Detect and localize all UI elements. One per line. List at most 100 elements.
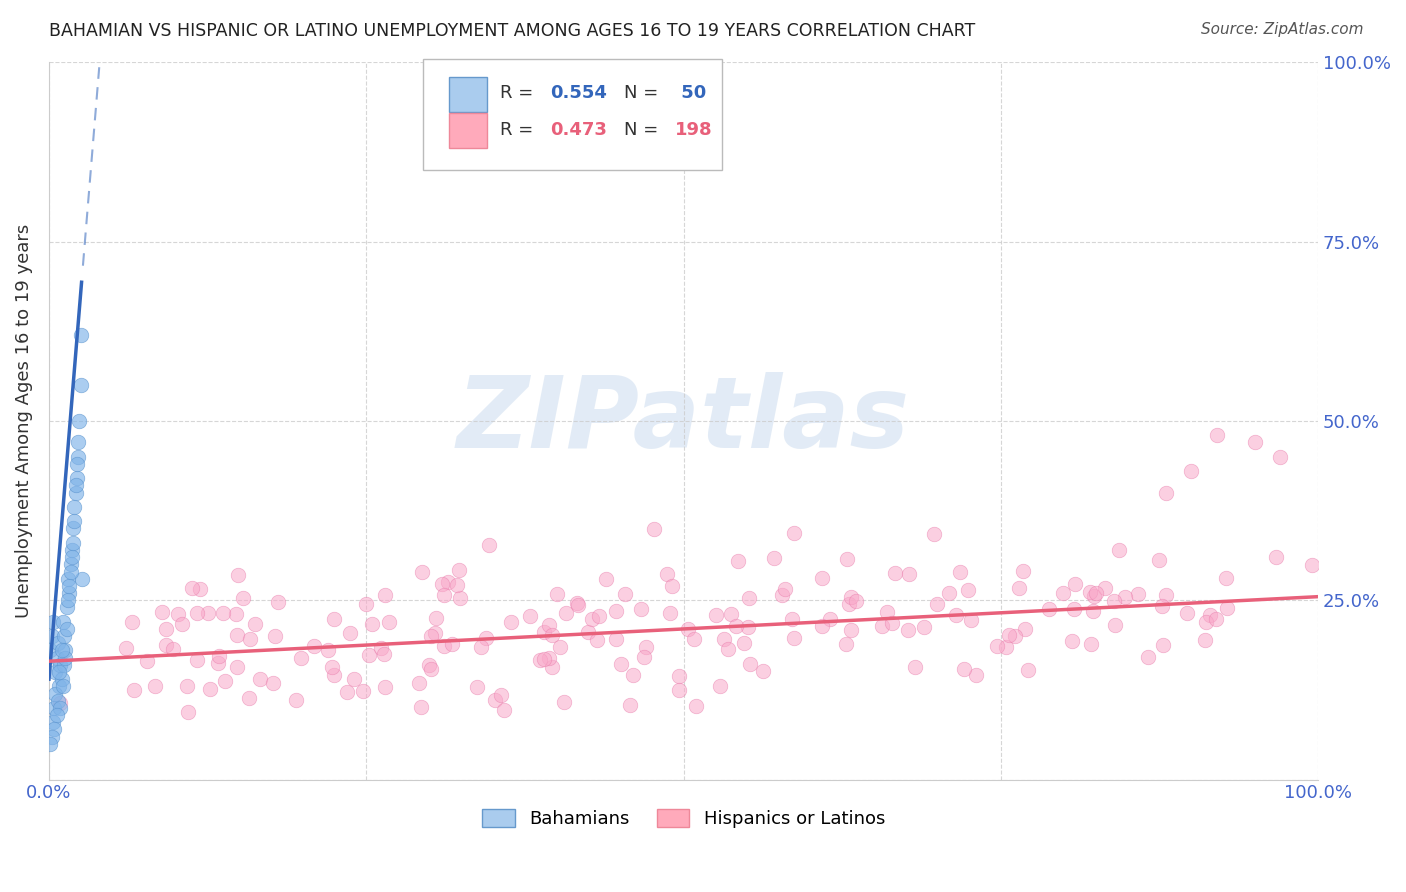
- FancyBboxPatch shape: [449, 78, 486, 112]
- Point: [115, 641, 138, 656]
- Point: [55, 622, 77, 636]
- Point: [738, 591, 761, 605]
- Point: [45, 708, 67, 723]
- Point: [58, 586, 80, 600]
- Point: [499, 615, 522, 630]
- Point: [1215, 571, 1237, 585]
- Point: [354, 597, 377, 611]
- Point: [1153, 638, 1175, 652]
- Point: [239, 632, 262, 647]
- Point: [621, 667, 644, 681]
- Point: [177, 705, 200, 719]
- Point: [845, 594, 868, 608]
- Point: [870, 619, 893, 633]
- Point: [214, 674, 236, 689]
- Point: [65, 485, 87, 500]
- Point: [533, 625, 555, 640]
- Point: [373, 647, 395, 661]
- Point: [1301, 558, 1323, 573]
- Point: [440, 637, 463, 651]
- Point: [811, 571, 834, 585]
- Point: [770, 588, 793, 602]
- Point: [374, 588, 396, 602]
- Point: [41, 730, 63, 744]
- Point: [249, 672, 271, 686]
- Point: [1154, 588, 1177, 602]
- Point: [491, 689, 513, 703]
- Point: [150, 605, 173, 619]
- Point: [470, 640, 492, 654]
- Point: [541, 628, 564, 642]
- Point: [1063, 577, 1085, 591]
- Point: [316, 643, 339, 657]
- Point: [59, 558, 82, 572]
- Point: [357, 648, 380, 662]
- Point: [321, 660, 343, 674]
- Point: [420, 662, 443, 676]
- Point: [588, 609, 610, 624]
- Point: [630, 602, 652, 616]
- Point: [995, 640, 1018, 655]
- Point: [957, 583, 980, 598]
- Point: [1063, 601, 1085, 615]
- Point: [586, 632, 609, 647]
- Point: [425, 611, 447, 625]
- Point: [1243, 435, 1265, 450]
- Point: [69, 327, 91, 342]
- Point: [226, 568, 249, 582]
- Point: [533, 651, 555, 665]
- Point: [898, 566, 921, 581]
- Point: [62, 521, 84, 535]
- Point: [1154, 485, 1177, 500]
- Point: [643, 522, 665, 536]
- Legend: Bahamians, Hispanics or Latinos: Bahamians, Hispanics or Latinos: [475, 801, 893, 835]
- Point: [48, 665, 70, 679]
- Point: [1198, 607, 1220, 622]
- Point: [42, 715, 65, 730]
- Point: [1268, 450, 1291, 464]
- Point: [162, 641, 184, 656]
- Point: [938, 586, 960, 600]
- Point: [226, 660, 249, 674]
- Point: [67, 414, 90, 428]
- Point: [668, 683, 690, 698]
- Point: [67, 450, 90, 464]
- Point: [207, 657, 229, 671]
- Point: [727, 554, 749, 568]
- Point: [1060, 634, 1083, 648]
- Point: [49, 701, 72, 715]
- Point: [811, 618, 834, 632]
- Point: [704, 608, 727, 623]
- Text: R =: R =: [499, 84, 538, 102]
- Point: [166, 607, 188, 622]
- Point: [186, 653, 208, 667]
- Point: [751, 664, 773, 678]
- Point: [738, 657, 761, 672]
- Point: [336, 685, 359, 699]
- Point: [478, 538, 501, 552]
- Point: [60, 550, 83, 565]
- Point: [1216, 600, 1239, 615]
- Point: [773, 582, 796, 596]
- Point: [538, 651, 561, 665]
- Point: [1114, 591, 1136, 605]
- Point: [65, 478, 87, 492]
- Point: [475, 631, 498, 645]
- Point: [619, 698, 641, 712]
- Point: [56, 572, 79, 586]
- Point: [1014, 622, 1036, 636]
- Point: [1083, 589, 1105, 603]
- Point: [605, 632, 627, 646]
- Point: [519, 609, 541, 624]
- Point: [1080, 636, 1102, 650]
- Point: [66, 471, 89, 485]
- Point: [198, 682, 221, 697]
- Point: [377, 615, 399, 630]
- Text: N =: N =: [624, 121, 664, 139]
- Point: [155, 622, 177, 636]
- Point: [567, 598, 589, 612]
- Point: [361, 616, 384, 631]
- Point: [925, 597, 948, 611]
- Text: R =: R =: [499, 121, 538, 139]
- Point: [1007, 581, 1029, 595]
